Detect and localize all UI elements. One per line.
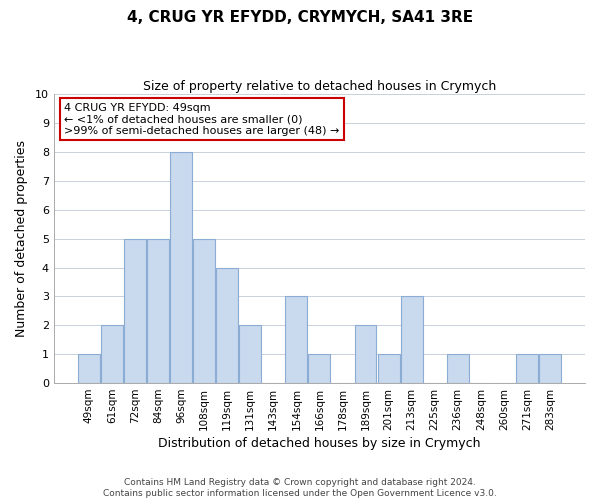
Title: Size of property relative to detached houses in Crymych: Size of property relative to detached ho… — [143, 80, 496, 93]
Bar — [377, 354, 400, 383]
Bar — [170, 152, 192, 383]
Bar — [216, 268, 238, 383]
Bar — [355, 326, 376, 383]
Bar — [101, 326, 123, 383]
Bar — [124, 238, 146, 383]
Text: Contains HM Land Registry data © Crown copyright and database right 2024.
Contai: Contains HM Land Registry data © Crown c… — [103, 478, 497, 498]
Bar — [447, 354, 469, 383]
Text: 4, CRUG YR EFYDD, CRYMYCH, SA41 3RE: 4, CRUG YR EFYDD, CRYMYCH, SA41 3RE — [127, 10, 473, 25]
Y-axis label: Number of detached properties: Number of detached properties — [15, 140, 28, 337]
Bar — [516, 354, 538, 383]
Text: 4 CRUG YR EFYDD: 49sqm
← <1% of detached houses are smaller (0)
>99% of semi-det: 4 CRUG YR EFYDD: 49sqm ← <1% of detached… — [64, 103, 340, 136]
Bar — [239, 326, 261, 383]
Bar — [286, 296, 307, 383]
Bar — [78, 354, 100, 383]
Bar — [193, 238, 215, 383]
X-axis label: Distribution of detached houses by size in Crymych: Distribution of detached houses by size … — [158, 437, 481, 450]
Bar — [147, 238, 169, 383]
Bar — [539, 354, 561, 383]
Bar — [401, 296, 422, 383]
Bar — [308, 354, 331, 383]
